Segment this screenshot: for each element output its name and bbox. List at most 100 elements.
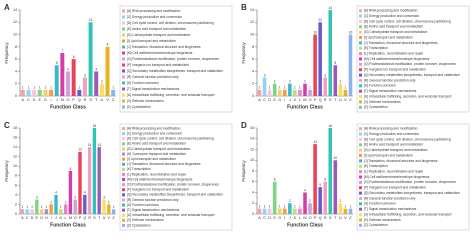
x-tick-label: J bbox=[55, 216, 57, 220]
bar-value-label: 1 bbox=[279, 86, 281, 90]
x-tick-label: K bbox=[60, 216, 63, 220]
x-tick-label: U bbox=[339, 98, 342, 102]
bar-value-label: 1 bbox=[113, 205, 115, 209]
x-tick-label: A bbox=[258, 216, 261, 220]
y-tick-label: 2 bbox=[15, 82, 17, 86]
y-axis-label: Frequency bbox=[241, 42, 246, 64]
bar-value-label: 1 bbox=[259, 86, 261, 90]
x-tick-label: J bbox=[56, 98, 58, 102]
legend-label: [S] Function unknown bbox=[364, 202, 396, 206]
bar bbox=[318, 187, 322, 214]
bar-value-label: 1 bbox=[31, 205, 33, 209]
y-tick-label: 18 bbox=[13, 126, 17, 130]
bar bbox=[343, 89, 348, 96]
bar bbox=[257, 89, 262, 96]
legend-swatch bbox=[359, 73, 362, 77]
legend-swatch bbox=[359, 100, 362, 104]
legend-label: [S] Function unknown bbox=[127, 81, 159, 85]
legend-label: [T] Signal transduction mechanisms bbox=[127, 208, 180, 212]
bar bbox=[293, 208, 297, 214]
y-tick-label: 10 bbox=[250, 158, 254, 162]
bar-value-label: 1 bbox=[350, 204, 352, 208]
bar bbox=[323, 77, 327, 96]
y-tick-label: 0 bbox=[252, 94, 254, 98]
legend-swatch bbox=[122, 178, 125, 182]
bar-value-label: 8 bbox=[107, 43, 109, 47]
legend-swatch bbox=[359, 57, 362, 61]
legend-box bbox=[356, 5, 470, 113]
bar-value-label: 1 bbox=[294, 204, 296, 208]
legend-label: [I] Lipid transport and metabolism bbox=[127, 157, 176, 161]
bar-value-label: 1 bbox=[309, 86, 311, 90]
bar-value-label: 1 bbox=[39, 86, 41, 90]
y-tick-label: 16 bbox=[13, 136, 17, 140]
bar bbox=[277, 208, 282, 214]
bar-value-label: 5 bbox=[334, 61, 336, 65]
bar bbox=[87, 147, 92, 214]
x-tick-label: M bbox=[61, 98, 64, 102]
legend-label: [D] Cell cycle control, cell division, c… bbox=[364, 19, 451, 23]
legend-label: [E] Amino acid transport and metabolism bbox=[127, 27, 186, 31]
legend-label: [Z] Cytoskeleton bbox=[364, 105, 388, 109]
legend-label: [P] Inorganic ion transport and metaboli… bbox=[364, 68, 426, 72]
y-tick-label: 4 bbox=[15, 193, 17, 197]
bar-value-label: 1 bbox=[22, 86, 24, 90]
legend-label: [O] Posttranslational modification, prot… bbox=[364, 62, 456, 66]
bar bbox=[343, 208, 348, 214]
bar bbox=[92, 128, 97, 214]
y-tick-label: 10 bbox=[250, 33, 254, 37]
legend-swatch bbox=[122, 213, 125, 217]
bar-value-label: 14 bbox=[97, 143, 101, 147]
bar-value-label: 14 bbox=[88, 143, 92, 147]
bar-value-label: 2 bbox=[108, 200, 110, 204]
bar-value-label: 1 bbox=[345, 86, 347, 90]
legend-swatch bbox=[359, 170, 362, 174]
bar-value-label: 10 bbox=[349, 30, 353, 34]
y-tick-label: 2 bbox=[252, 201, 254, 205]
bar-value-label: 1 bbox=[28, 86, 30, 90]
legend-label: [J] Translation, ribosomal structure and… bbox=[364, 159, 438, 163]
bar-value-label: 1 bbox=[284, 86, 286, 90]
legend-swatch bbox=[359, 89, 362, 93]
bar bbox=[71, 59, 76, 96]
legend-swatch bbox=[122, 157, 125, 161]
bar bbox=[323, 181, 327, 214]
panel: 024681012141A3C1D2E1G1I2J1K1L2M1O10P12Q3… bbox=[241, 3, 470, 113]
bar bbox=[39, 209, 44, 214]
legend-label: [I] Lipid transport and metabolism bbox=[364, 35, 413, 39]
legend-swatch bbox=[122, 152, 125, 156]
bar-value-label: 1 bbox=[269, 204, 271, 208]
x-tick-label: D bbox=[268, 216, 271, 220]
x-tick-label: D bbox=[268, 98, 271, 102]
x-tick-label: V bbox=[106, 98, 109, 102]
x-tick-label: V bbox=[344, 216, 347, 220]
legend-swatch bbox=[122, 203, 125, 207]
bar bbox=[99, 83, 104, 96]
bar bbox=[313, 144, 317, 214]
legend-label: [J] Translation, ribosomal structure and… bbox=[127, 45, 201, 49]
x-axis-label: Function Class bbox=[287, 222, 323, 228]
bar bbox=[328, 10, 333, 96]
x-tick-label: G bbox=[278, 98, 281, 102]
bar bbox=[283, 208, 287, 214]
bar bbox=[32, 89, 37, 96]
legend-swatch bbox=[359, 191, 362, 195]
y-tick-label: 12 bbox=[250, 147, 254, 151]
legend-label: [L] Replication, recombination and repai… bbox=[364, 52, 424, 56]
bar bbox=[63, 204, 68, 214]
legend-swatch bbox=[359, 14, 362, 18]
x-tick-label: J bbox=[289, 98, 291, 102]
legend-label: [K] Transcription bbox=[364, 164, 388, 168]
bar bbox=[43, 89, 48, 96]
bar bbox=[293, 89, 297, 96]
legend-label: [S] Function unknown bbox=[127, 203, 159, 207]
bar-value-label: 1 bbox=[269, 86, 271, 90]
legend-swatch bbox=[359, 164, 362, 168]
bar bbox=[298, 208, 302, 214]
legend-swatch bbox=[122, 147, 125, 151]
y-tick-label: 6 bbox=[15, 57, 17, 61]
x-tick-label: Z bbox=[112, 216, 115, 220]
x-tick-label: J bbox=[289, 216, 291, 220]
bar-value-label: 7 bbox=[61, 49, 63, 53]
x-tick-label: P bbox=[314, 216, 317, 220]
